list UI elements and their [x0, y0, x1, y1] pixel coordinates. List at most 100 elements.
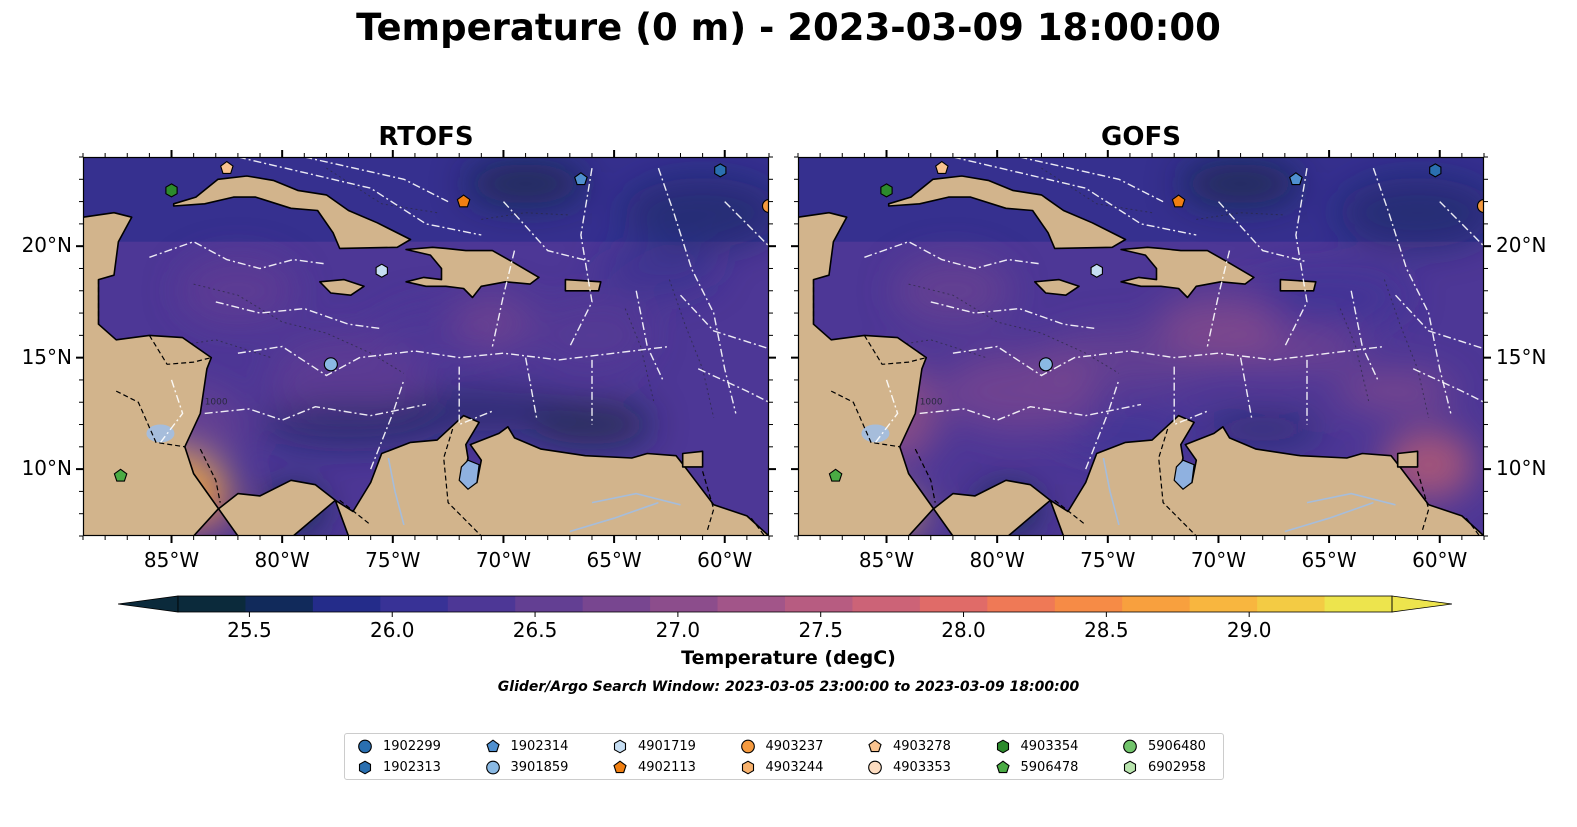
panel-title-rtofs: RTOFS — [378, 122, 474, 152]
argo-float-marker — [828, 468, 843, 482]
colorbar-segment — [312, 596, 381, 612]
bathymetry-contours: 1000 — [171, 167, 715, 418]
legend-item: 5906480 — [1122, 736, 1206, 756]
eez-boundary — [724, 201, 769, 247]
colorbar-label: Temperature (degC) — [681, 647, 896, 669]
legend-marker — [868, 739, 882, 753]
lake-nicaragua — [146, 424, 175, 443]
eez-boundary — [679, 294, 769, 350]
country-border — [443, 428, 482, 536]
map-frame — [82, 156, 770, 537]
bathymetry-contours: 1000 — [886, 167, 1430, 418]
country-border — [339, 499, 372, 526]
lake-nicaragua — [861, 424, 890, 443]
argo-float-marker — [456, 194, 471, 208]
hexagon-marker-icon — [741, 760, 754, 775]
hexagon-marker-icon — [996, 739, 1009, 754]
argo-float-marker — [935, 160, 949, 174]
temperature-patch — [531, 404, 652, 445]
colorbar-tick-label: 28.0 — [941, 618, 986, 642]
temperature-patch — [598, 243, 719, 294]
legend-item: 1902313 — [357, 757, 441, 777]
legend-marker — [995, 760, 1010, 774]
land-hispaniola — [405, 246, 540, 299]
legend-item: 4902113 — [612, 757, 696, 777]
float-markers — [113, 160, 769, 482]
temperature-patch — [1249, 272, 1410, 323]
depth-contour — [908, 283, 1120, 374]
legend-item: 4903237 — [740, 736, 823, 756]
colorbar-segment — [919, 596, 988, 612]
country-border — [914, 448, 936, 503]
colorbar-under-arrow — [118, 595, 179, 613]
eez-boundary — [370, 379, 405, 470]
depth-contour — [624, 308, 655, 403]
colorbar-segment — [1324, 596, 1393, 612]
temperature-patch — [622, 177, 769, 248]
eez-boundary — [635, 290, 664, 381]
eez-boundary — [864, 240, 1042, 270]
eez-boundary — [919, 403, 1142, 421]
legend-item: 6902958 — [1122, 757, 1206, 777]
legend-marker — [868, 760, 882, 775]
rivers — [387, 457, 681, 533]
lat-tick-label: 15°N — [21, 344, 72, 369]
legend-item: 1902314 — [485, 736, 569, 756]
legend-label: 1902299 — [383, 738, 441, 754]
legend-item: 4903278 — [867, 736, 951, 756]
colorbar-tick-label: 28.5 — [1084, 618, 1129, 642]
land-jamaica — [1034, 278, 1080, 296]
eez-boundary — [524, 357, 538, 418]
legend: 1902299 1902313 1902314 3901859 4901719 49021… — [344, 733, 1224, 780]
pentagon-marker-icon — [995, 760, 1010, 774]
argo-float-marker — [220, 160, 234, 174]
country-borders — [812, 279, 1481, 536]
temperature-patch — [177, 255, 298, 326]
legend-label: 4903353 — [893, 759, 951, 775]
land-central-america — [798, 157, 1052, 536]
legend-item: 5906478 — [995, 757, 1078, 777]
colorbar-segment — [650, 596, 719, 612]
colorbar-tick-label: 27.0 — [656, 618, 701, 642]
legend-marker — [358, 739, 372, 754]
colorbar-segment — [1054, 596, 1123, 612]
legend-marker — [740, 739, 755, 754]
eez-boundary — [149, 240, 327, 270]
colorbar: 25.5 26.0 26.5 27.0 27.5 28.0 28.5 29.0 — [118, 595, 1452, 642]
legend-label: 4903244 — [765, 759, 824, 775]
lon-tick-label: 75°W — [365, 548, 421, 572]
legend-label: 4903278 — [893, 738, 951, 754]
eez-boundary — [874, 379, 899, 443]
lon-tick-label: 80°W — [254, 548, 310, 572]
map-ticks — [791, 150, 1491, 543]
temperature-patch — [892, 255, 1013, 326]
hexagon-marker-icon — [613, 739, 627, 754]
colorbar-tick-label: 27.5 — [798, 618, 843, 642]
lake-maracaibo — [1173, 459, 1195, 490]
country-border — [148, 335, 212, 365]
country-border — [863, 335, 927, 365]
colorbar-segment — [785, 596, 854, 612]
figure-title: Temperature (0 m) - 2023-03-09 18:00:00 — [356, 6, 1221, 49]
eez-boundaries — [864, 157, 1484, 470]
legend-label: 1902314 — [510, 738, 569, 754]
argo-float-marker — [1171, 194, 1186, 208]
eez-boundary — [491, 250, 516, 347]
colorbar-segment — [987, 596, 1056, 612]
map-ticks — [76, 150, 776, 543]
colorbar-segment — [245, 596, 314, 612]
temperature-patch — [452, 293, 533, 350]
river — [569, 501, 659, 533]
colorbar-segment — [582, 596, 651, 612]
circle-marker-icon — [740, 739, 755, 754]
temperature-patch — [531, 300, 652, 371]
eez-boundary — [657, 167, 737, 414]
colorbar-tick-label: 29.0 — [1227, 618, 1272, 642]
colorbar-tick-label: 25.5 — [227, 618, 272, 642]
lat-tick-label: 20°N — [1496, 233, 1547, 258]
temperature-patch — [1337, 177, 1484, 248]
lon-tick-label: 60°W — [1412, 548, 1468, 572]
legend-marker — [741, 760, 754, 775]
eez-boundary — [1085, 379, 1120, 470]
country-border — [1465, 517, 1481, 536]
